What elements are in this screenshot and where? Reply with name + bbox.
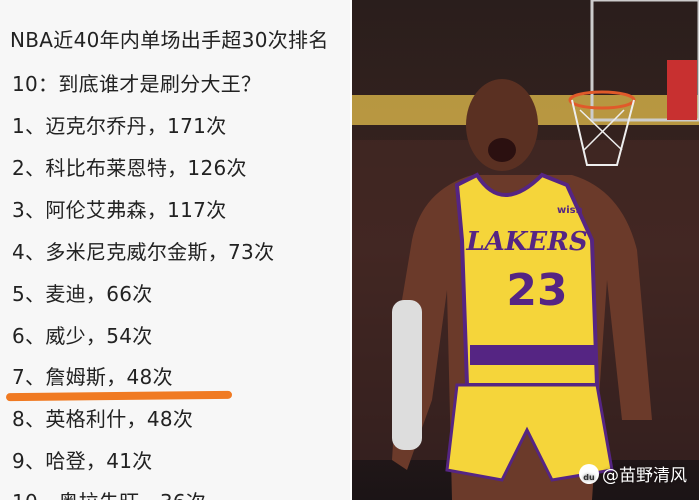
list-item: 1、迈克尔乔丹，171次 — [12, 114, 227, 138]
list-item: 10、奥拉朱旺，36次 — [12, 486, 206, 500]
list-item: 6、威少，54次 — [12, 324, 153, 348]
player-photo: LAKERS 23 wish du @苗野清风 — [352, 0, 699, 500]
baidu-paw-icon: du — [579, 463, 599, 484]
jersey-sponsor-text: wish — [557, 205, 583, 216]
watermark: du @苗野清风 — [579, 461, 687, 486]
list-item: 5、麦迪，66次 — [12, 282, 153, 306]
list-item: 9、哈登，41次 — [12, 449, 153, 473]
jersey-team-text: LAKERS — [465, 227, 587, 257]
list-item: 8、英格利什，48次 — [12, 407, 194, 431]
list-item: 3、阿伦艾弗森，117次 — [12, 198, 227, 222]
ranking-text-panel: NBA近40年内单场出手超30次排名 10：到底谁才是刷分大王？ 1、迈克尔乔丹… — [5, 28, 329, 500]
watermark-text: @苗野清风 — [602, 466, 687, 486]
list-item-highlighted: 7、詹姆斯，48次 — [12, 365, 173, 389]
basketball-hoop-icon — [568, 0, 699, 166]
jersey-number-text: 23 — [506, 265, 567, 316]
player-figure: LAKERS 23 wish — [392, 79, 652, 500]
highlight-underline — [5, 390, 233, 402]
list-item: 2、科比布莱恩特，126次 — [12, 156, 247, 180]
ranking-title: NBA近40年内单场出手超30次排名 — [10, 28, 329, 52]
player-illustration: LAKERS 23 wish — [352, 0, 699, 500]
list-item: 4、多米尼克威尔金斯，73次 — [12, 240, 275, 264]
arm-sleeve — [392, 300, 422, 450]
ranking-subtitle: 10：到底谁才是刷分大王？ — [12, 72, 262, 96]
